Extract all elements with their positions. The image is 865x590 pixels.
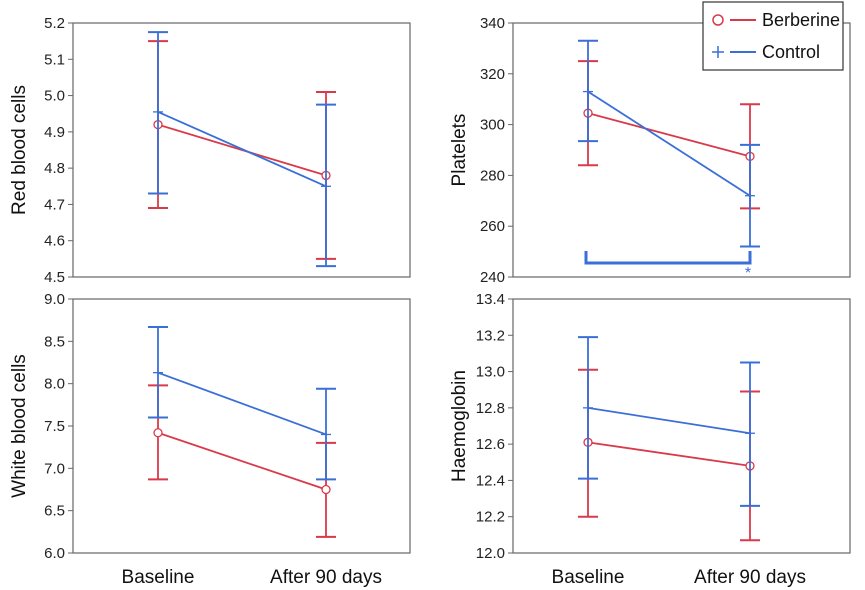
y-tick-label: 4.9 bbox=[44, 124, 65, 141]
series-line bbox=[157, 111, 327, 188]
significance-marker: * bbox=[745, 265, 751, 282]
y-tick-label: 12.6 bbox=[476, 436, 505, 453]
plot-frame bbox=[512, 22, 851, 278]
y-tick-label: 6.5 bbox=[44, 503, 65, 520]
legend-label: Berberine bbox=[762, 10, 840, 30]
bracket-line bbox=[584, 251, 752, 265]
y-tick-label: 240 bbox=[480, 269, 505, 286]
series-control bbox=[148, 31, 336, 268]
y-tick-label: 12.4 bbox=[476, 472, 505, 489]
x-category-label: After 90 days bbox=[270, 567, 382, 588]
plot-frame bbox=[512, 298, 851, 554]
series-line bbox=[157, 431, 327, 491]
y-tick-label: 5.1 bbox=[44, 51, 65, 68]
series-control bbox=[578, 39, 760, 248]
data-point bbox=[153, 428, 163, 438]
series-berberine bbox=[148, 384, 336, 538]
legend-box bbox=[702, 1, 844, 71]
x-category-label: Baseline bbox=[552, 567, 625, 588]
y-tick-label: 7.5 bbox=[44, 418, 65, 435]
y-axis-title: White blood cells bbox=[9, 354, 30, 498]
series-line bbox=[587, 441, 751, 467]
series-control bbox=[148, 325, 336, 481]
legend-marker-circle bbox=[712, 14, 724, 26]
chart-panel-platelets: 240 260 280 300 320 340 Platelets * bbox=[449, 15, 851, 286]
y-axis-title: Haemoglobin bbox=[449, 370, 470, 482]
y-tick-label: 340 bbox=[480, 15, 505, 32]
data-point bbox=[321, 484, 331, 495]
series-berberine bbox=[578, 60, 760, 210]
legend: Berberine Control bbox=[702, 1, 844, 71]
y-tick-label: 13.4 bbox=[476, 291, 505, 308]
y-tick-label: 5.0 bbox=[44, 88, 65, 105]
series-line bbox=[587, 406, 751, 435]
y-tick-label: 320 bbox=[480, 66, 505, 83]
y-tick-label: 280 bbox=[480, 167, 505, 184]
plot-frame bbox=[72, 22, 411, 278]
y-tick-label: 12.0 bbox=[476, 545, 505, 562]
significance-bracket: * bbox=[584, 251, 752, 282]
series-line bbox=[587, 112, 751, 158]
y-tick-label: 13.0 bbox=[476, 364, 505, 381]
legend-label: Control bbox=[762, 42, 820, 62]
y-tick-label: 6.0 bbox=[44, 545, 65, 562]
y-tick-label: 4.7 bbox=[44, 196, 65, 213]
series-line bbox=[587, 90, 751, 197]
y-tick-label: 300 bbox=[480, 117, 505, 134]
y-tick-label: 13.2 bbox=[476, 327, 505, 344]
y-tick-label: 9.0 bbox=[44, 291, 65, 308]
y-tick-label: 4.6 bbox=[44, 233, 65, 250]
y-tick-label: 260 bbox=[480, 218, 505, 235]
y-tick-label: 8.0 bbox=[44, 376, 65, 393]
chart-panel-rbc: 4.5 4.6 4.7 4.8 4.9 5.0 5.1 5.2 Red blood cells bbox=[9, 15, 411, 286]
plot-frame bbox=[72, 298, 411, 554]
series-control bbox=[578, 336, 760, 507]
x-category-label: After 90 days bbox=[694, 567, 806, 588]
chart-panel-haemoglobin: 12.0 12.2 12.4 12.6 12.8 13.0 13.2 13.4 Haemoglo… bbox=[449, 291, 851, 588]
y-axis-title: Red blood cells bbox=[9, 85, 30, 215]
y-tick-label: 4.8 bbox=[44, 160, 65, 177]
chart-panel-wbc: 6.0 6.5 7.0 7.5 8.0 8.5 9.0 White blood cells Ba… bbox=[9, 291, 411, 588]
y-axis-title: Platelets bbox=[449, 114, 470, 187]
legend-item-berberine: Berberine bbox=[712, 10, 840, 30]
legend-marker-plus bbox=[712, 46, 724, 58]
chart-panels: 4.5 4.6 4.7 4.8 4.9 5.0 5.1 5.2 Red blood cells 2… bbox=[9, 15, 851, 588]
y-tick-label: 8.5 bbox=[44, 333, 65, 350]
y-tick-label: 7.0 bbox=[44, 460, 65, 477]
y-tick-label: 12.8 bbox=[476, 400, 505, 417]
legend-item-control: Control bbox=[712, 42, 820, 62]
series-line bbox=[157, 371, 327, 436]
x-category-label: Baseline bbox=[122, 567, 195, 588]
y-tick-label: 12.2 bbox=[476, 509, 505, 526]
y-tick-label: 5.2 bbox=[44, 15, 65, 32]
series-berberine bbox=[578, 368, 760, 542]
y-tick-label: 4.5 bbox=[44, 269, 65, 286]
